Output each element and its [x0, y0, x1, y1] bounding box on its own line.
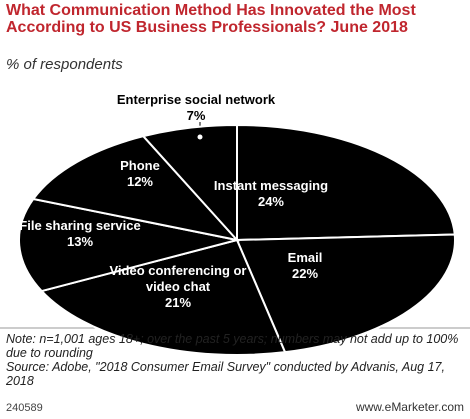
pie-slice — [31, 135, 240, 242]
slice-label: File sharing service 13% — [19, 218, 140, 250]
value-label: 7% — [186, 108, 206, 123]
brand: www.eMarketer.com — [355, 400, 464, 414]
pie-slice — [141, 123, 238, 243]
leader-dot — [197, 134, 203, 140]
pie-slice — [39, 238, 287, 356]
pie-slice — [236, 123, 456, 242]
value-label: 24% — [257, 194, 285, 209]
value-label: 12% — [126, 174, 154, 189]
pie-slice — [18, 197, 238, 293]
value-label: 21% — [164, 295, 192, 310]
chart-subtitle: % of respondents — [6, 56, 123, 73]
slice-label: Video conferencing or video chat 21% — [108, 263, 248, 311]
category-label: Phone — [120, 158, 160, 173]
category-label: Video conferencing or video chat — [109, 263, 247, 294]
category-label: Email — [287, 250, 323, 265]
category-label: Instant messaging — [213, 178, 329, 193]
pie — [18, 123, 456, 356]
category-label: File sharing service — [19, 218, 141, 233]
pie-slice — [235, 233, 456, 354]
slice-label: Enterprise social network 7% — [117, 92, 275, 124]
slice-label: Email 22% — [288, 250, 323, 282]
slice-label: Phone 12% — [120, 158, 160, 190]
chart-title: What Communication Method Has Innovated … — [6, 2, 416, 36]
category-label: Enterprise social network — [116, 92, 276, 107]
source: Source: Adobe, "2018 Consumer Email Surv… — [6, 360, 445, 388]
slice-label: Instant messaging 24% — [214, 178, 328, 210]
value-label: 22% — [291, 266, 319, 281]
value-label: 13% — [66, 234, 94, 249]
chart-id: 240589 — [6, 402, 43, 414]
note: Note: n=1,001 ages 18+; over the past 5 … — [6, 332, 459, 360]
